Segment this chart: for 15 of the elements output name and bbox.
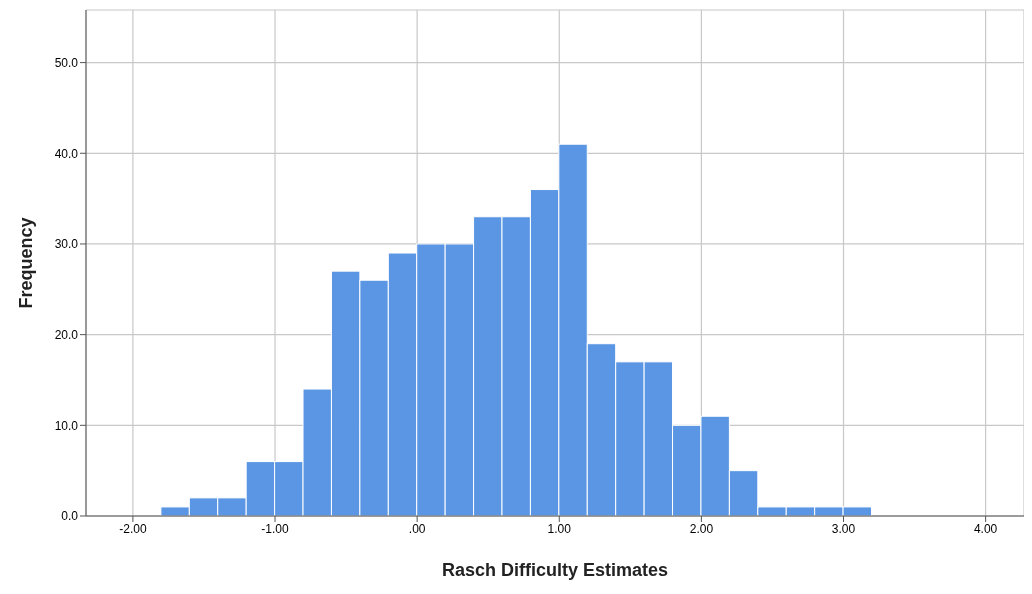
x-tick-label: 4.00 [973, 521, 998, 536]
y-axis-title: Frequency [16, 217, 37, 309]
y-tick-label: 50.0 [54, 55, 79, 70]
x-tick-label: .00 [408, 521, 426, 536]
x-axis-title: Rasch Difficulty Estimates [441, 560, 669, 580]
y-tick-label: 20.0 [54, 327, 79, 342]
x-tick-label: 2.00 [689, 521, 714, 536]
y-tick-label: 40.0 [54, 146, 79, 161]
y-tick-label: 30.0 [54, 237, 79, 252]
x-tick-label: -1.00 [261, 521, 290, 536]
x-tick-label: 3.00 [831, 521, 856, 536]
y-tick-label: 0.0 [61, 509, 79, 524]
y-tick-label: 10.0 [54, 418, 79, 433]
x-tick-label: -2.00 [119, 521, 147, 536]
x-tick-label: 1.00 [547, 521, 572, 536]
